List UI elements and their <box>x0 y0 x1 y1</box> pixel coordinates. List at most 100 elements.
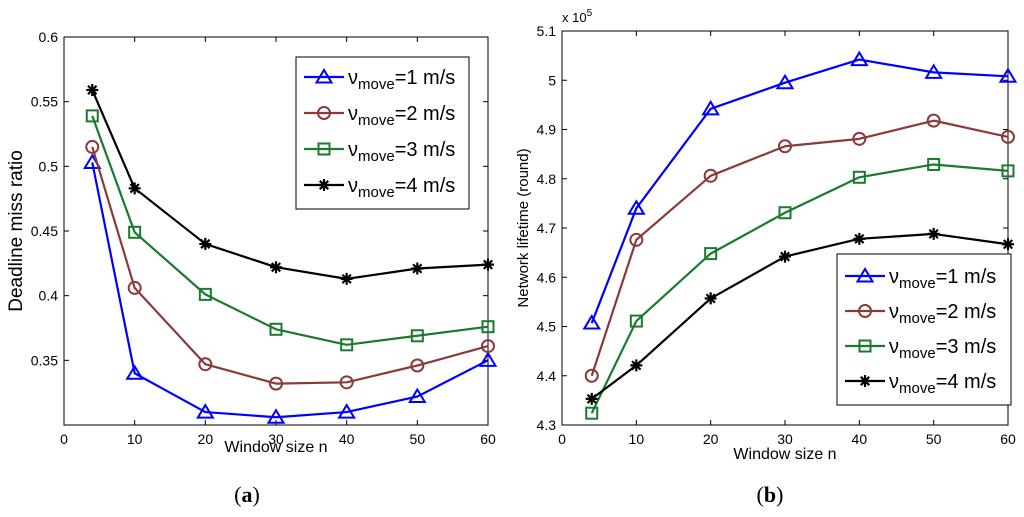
series-1-point <box>998 67 1018 83</box>
legend-marker-2 <box>317 106 331 120</box>
series-3-point <box>778 206 792 220</box>
x-tick-label: 50 <box>410 431 426 447</box>
series-line-3 <box>590 163 1009 414</box>
legend-entry-1: νmove=1 m/s <box>348 67 455 93</box>
series-2-point <box>339 375 354 390</box>
series-3-point <box>704 247 718 261</box>
x-tick-label: 0 <box>558 431 566 447</box>
legend-subscript: move <box>358 112 395 129</box>
series-3-point <box>481 320 495 334</box>
series-3-point <box>1001 164 1015 178</box>
series-1-point <box>408 387 427 404</box>
y-tick-label: 0.35 <box>31 352 58 368</box>
legend-value: =3 m/s <box>936 336 997 358</box>
panel-caption: (a) <box>234 482 260 507</box>
legend-symbol: ν <box>348 139 358 161</box>
legend-value: =4 m/s <box>395 175 456 197</box>
legend-symbol: ν <box>348 103 358 125</box>
legend-value: =2 m/s <box>395 103 456 125</box>
x-tick-label: 20 <box>703 431 719 447</box>
series-2-point <box>584 368 599 383</box>
series-3-point <box>198 287 212 301</box>
series-1-point <box>850 50 869 67</box>
legend-subscript: move <box>358 76 395 93</box>
series-4-point <box>128 182 141 195</box>
legend-marker-4 <box>859 375 871 387</box>
series-3-point <box>585 406 599 420</box>
series-1-point <box>701 99 720 116</box>
series-1-point <box>627 199 646 215</box>
series-3-point <box>128 225 142 239</box>
x-tick-label: 40 <box>852 431 868 447</box>
series-2-point <box>852 131 867 146</box>
series-4-point <box>630 359 643 372</box>
x-tick-label: 0 <box>60 431 68 447</box>
axis-scale-exponent: 5 <box>587 8 593 19</box>
series-3-point <box>852 170 866 184</box>
legend-subscript: move <box>899 275 936 292</box>
y-tick-label: 5.1 <box>537 23 557 39</box>
x-tick-label: 10 <box>629 431 645 447</box>
series-2-point <box>629 232 644 247</box>
legend-entry-2: νmove=2 m/s <box>889 301 996 327</box>
legend-symbol: ν <box>348 67 358 89</box>
x-tick-label: 50 <box>926 431 942 447</box>
legend-marker-3 <box>317 142 331 156</box>
x-tick-label: 30 <box>268 431 284 447</box>
legend-entry-4: νmove=4 m/s <box>348 175 455 201</box>
y-tick-label: 0.45 <box>31 223 58 239</box>
legend-entry-3: νmove=3 m/s <box>889 336 996 362</box>
series-1-point <box>775 73 795 90</box>
y-tick-label: 4.6 <box>537 269 557 285</box>
series-4-point <box>270 261 282 274</box>
legend-subscript: move <box>899 345 936 362</box>
x-tick-label: 60 <box>1000 431 1016 447</box>
y-tick-label: 0.55 <box>31 94 58 110</box>
legend-subscript: move <box>899 380 936 397</box>
series-4-point <box>199 237 212 250</box>
series-2-point <box>481 339 495 354</box>
x-tick-label: 40 <box>339 431 355 447</box>
series-2-point <box>410 358 425 373</box>
series-4-point <box>1002 238 1014 251</box>
chart-a: 0 10 20 30 40 50 60 0.35 0.4 0.45 0.5 0.55 0.6 Window… <box>6 29 498 507</box>
y-tick-label: 0.4 <box>39 288 59 304</box>
series-3-point <box>85 109 99 123</box>
series-4-point <box>779 250 791 263</box>
legend-subscript: move <box>899 310 936 327</box>
y-tick-label: 4.9 <box>537 122 557 138</box>
y-tick-label: 0.6 <box>39 29 59 45</box>
legend-marker-1 <box>314 68 334 84</box>
series-3-point <box>410 329 424 343</box>
x-axis-label: Window size n <box>733 446 836 463</box>
series-line-1 <box>590 58 1009 324</box>
series-3-point <box>340 338 354 352</box>
axis-scale-multiplier: x 105 <box>562 8 593 25</box>
series-line-3 <box>91 115 489 346</box>
series-line-1 <box>91 162 489 419</box>
legend-entry-4: νmove=4 m/s <box>889 371 996 397</box>
series-4-point <box>585 392 598 405</box>
legend-entry-3: νmove=3 m/s <box>348 139 455 165</box>
legend-marker-2 <box>858 304 872 318</box>
series-2-point <box>703 168 718 183</box>
legend-marker-4 <box>318 179 330 191</box>
chart-b: 0 10 20 30 40 50 60 4.3 4.4 4.5 4.6 4.7 4.8 4.9 5 5.1 Wi… <box>515 8 1018 507</box>
legend-value: =3 m/s <box>395 139 456 161</box>
legend-symbol: ν <box>889 371 899 393</box>
x-axis-label: Window size n <box>224 439 327 456</box>
legend-symbol: ν <box>889 301 899 323</box>
series-1-point <box>924 63 943 79</box>
series-4-point <box>340 272 353 285</box>
series-3-point <box>927 157 941 171</box>
series-4-point <box>704 292 717 305</box>
x-tick-label: 60 <box>480 431 496 447</box>
series-2-point <box>778 139 792 154</box>
y-tick-label: 4.5 <box>537 319 557 335</box>
series-2-point <box>85 139 100 154</box>
legend-entry-2: νmove=2 m/s <box>348 103 455 129</box>
y-tick-label: 4.3 <box>537 417 557 433</box>
series-3-point <box>629 314 643 328</box>
